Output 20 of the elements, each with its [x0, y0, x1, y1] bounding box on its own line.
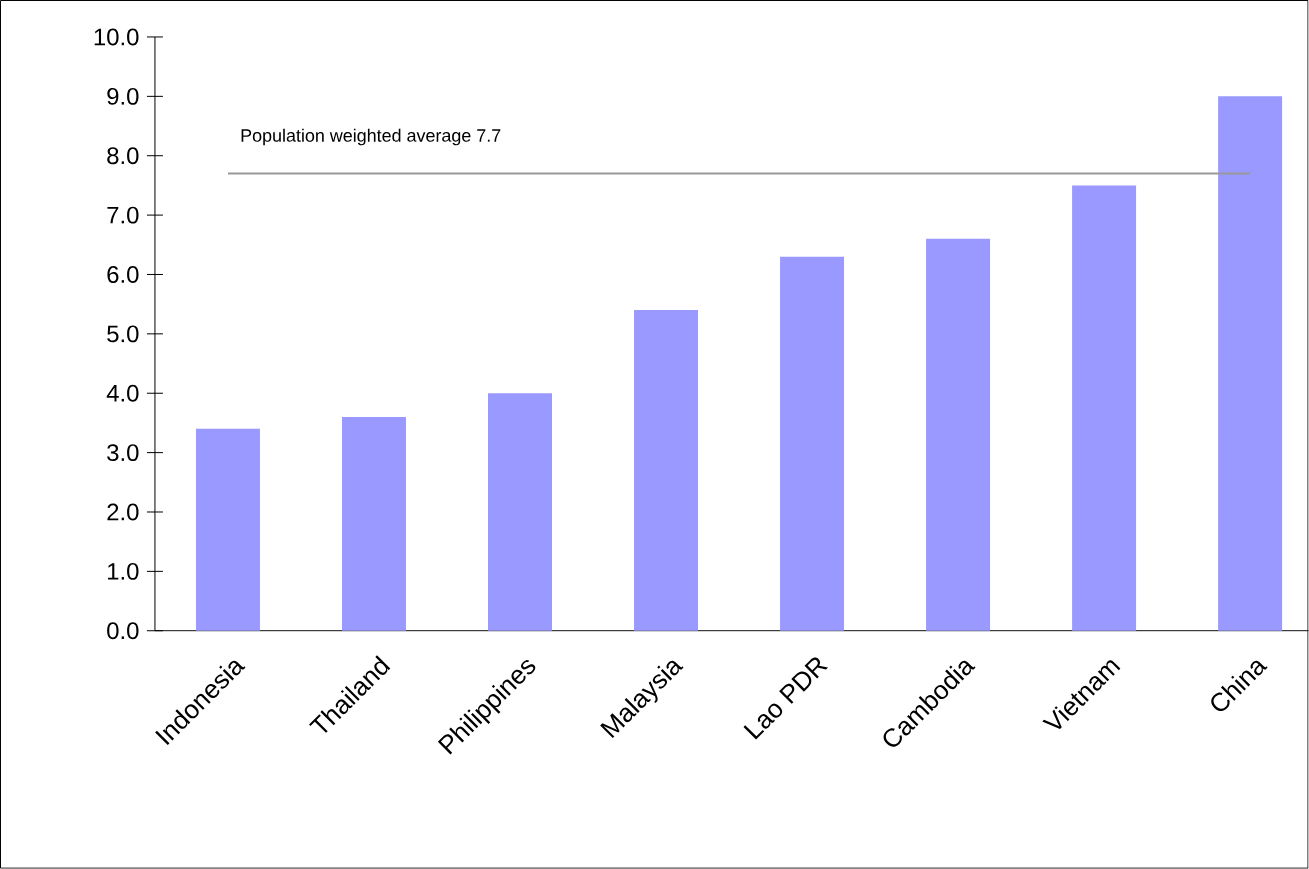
y-tick-label: 4.0: [106, 384, 139, 402]
y-tick-label: 6.0: [107, 266, 139, 284]
bar: [341, 417, 406, 631]
bar: [634, 310, 699, 631]
y-tick-label: 5.0: [107, 325, 139, 343]
y-tick-label: 2.0: [107, 503, 139, 521]
y-tick-label: 3.0: [107, 444, 139, 462]
y-tick-label: 8.0: [107, 147, 139, 165]
bar: [926, 239, 991, 631]
bar: [195, 429, 260, 631]
bar: [488, 393, 552, 631]
bar: [780, 256, 845, 631]
y-tick-label: 1.0: [108, 563, 139, 580]
bar: [1218, 96, 1283, 631]
bar: [1072, 185, 1137, 631]
y-tick-label: 0.0: [107, 622, 139, 640]
ref-line-label: Population weighted average 7.7: [241, 128, 501, 146]
y-tick-label: 9.0: [107, 88, 139, 105]
y-tick-label: 7.0: [107, 206, 139, 224]
y-tick-label: 10.0: [94, 28, 139, 46]
